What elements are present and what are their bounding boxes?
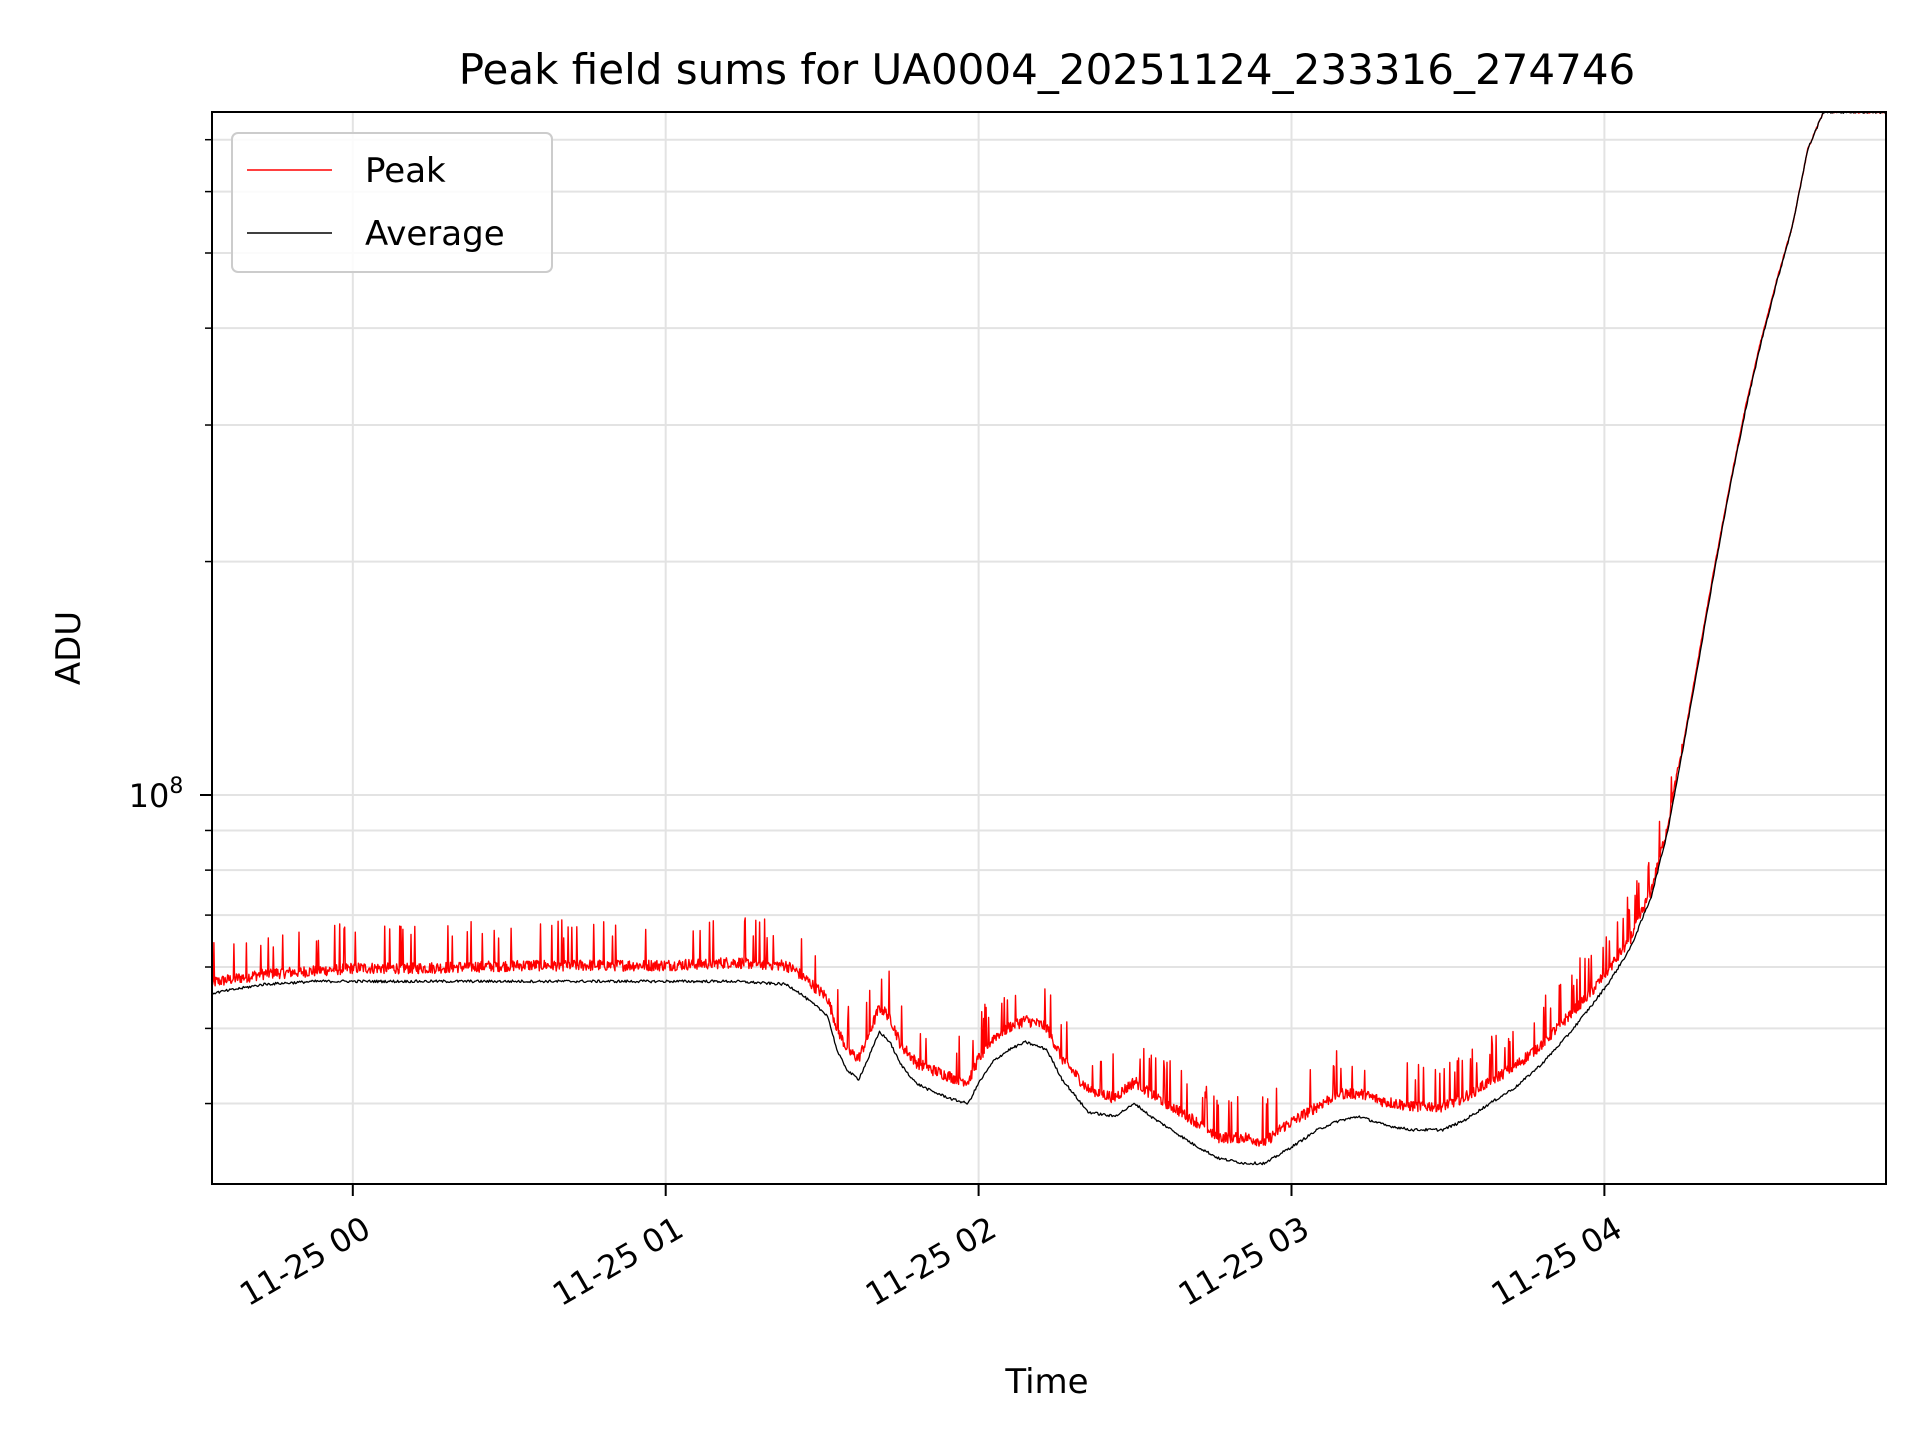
chart-title: Peak field sums for UA0004_20251124_2333… [459, 45, 1636, 94]
legend: Peak Average [231, 132, 553, 273]
y-tick-label: 108 [129, 774, 184, 815]
series-layer [212, 112, 1886, 1166]
legend-label-average: Average [365, 214, 505, 254]
series-line-peak [212, 112, 1886, 1147]
plot-frame [211, 111, 1887, 1185]
x-axis-label: Time [1004, 1362, 1088, 1402]
legend-box [231, 132, 553, 273]
series-line-average [212, 112, 1886, 1166]
legend-label-peak: Peak [365, 151, 446, 191]
y-axis-ticks: 108 [129, 138, 212, 1105]
y-axis-label: ADU [49, 611, 89, 685]
